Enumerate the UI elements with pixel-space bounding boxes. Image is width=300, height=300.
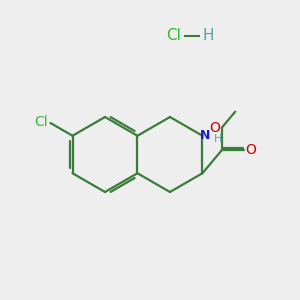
Text: Cl: Cl — [34, 115, 48, 128]
Text: O: O — [245, 143, 256, 157]
Text: H: H — [203, 28, 214, 44]
Text: O: O — [210, 121, 220, 135]
Text: N: N — [200, 129, 210, 142]
Text: H: H — [214, 134, 222, 144]
Text: Cl: Cl — [167, 28, 182, 44]
